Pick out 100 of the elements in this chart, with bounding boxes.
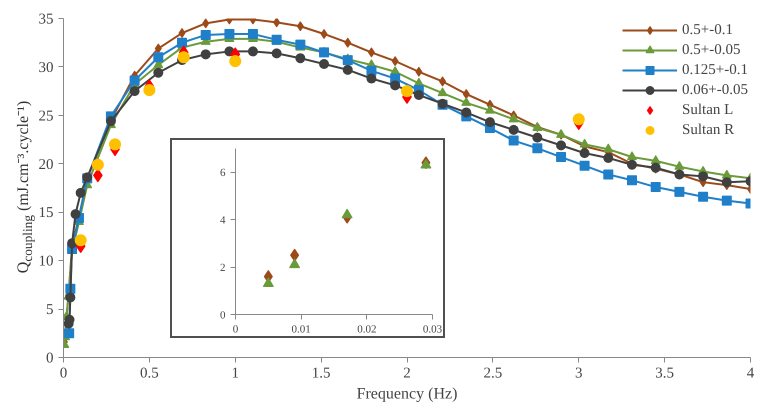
point xyxy=(674,186,684,197)
point xyxy=(572,113,585,126)
y-tick-label: 15 xyxy=(38,205,54,222)
x-tick-label: 2.5 xyxy=(484,366,502,382)
x-tick-label: 4 xyxy=(746,366,755,382)
point xyxy=(109,138,122,150)
point xyxy=(130,86,140,96)
point xyxy=(130,75,140,86)
point xyxy=(420,158,432,168)
point xyxy=(153,68,164,78)
point xyxy=(508,114,519,122)
point xyxy=(438,87,448,96)
point xyxy=(722,170,732,179)
x-tick-label: 3 xyxy=(575,366,582,382)
point xyxy=(74,234,87,246)
point xyxy=(439,76,446,86)
point xyxy=(319,59,330,70)
point xyxy=(224,28,234,39)
legend-label: 0.06+-0.05 xyxy=(682,81,748,99)
point xyxy=(603,144,614,152)
y-tick-label: 6 xyxy=(220,167,226,180)
point xyxy=(290,248,300,262)
y-tick-label: 25 xyxy=(38,108,54,124)
point xyxy=(177,38,188,48)
y-tick-label: 35 xyxy=(38,12,54,28)
y-tick-label: 0 xyxy=(46,350,54,366)
y-tick-label: 20 xyxy=(38,156,54,173)
point xyxy=(92,158,104,171)
point xyxy=(143,84,156,96)
legend-label: Sultan R xyxy=(682,121,734,139)
point xyxy=(200,30,211,40)
y-tick-label: 10 xyxy=(38,254,54,270)
legend-label: Sultan L xyxy=(682,101,734,119)
point xyxy=(289,258,300,268)
point xyxy=(64,328,74,338)
x-tick-label: 2 xyxy=(403,366,411,382)
point xyxy=(580,148,590,158)
x-tick-label: 0 xyxy=(60,366,68,382)
point xyxy=(296,21,304,32)
x-tick-label: 0.02 xyxy=(357,324,376,336)
point xyxy=(248,46,258,56)
point xyxy=(532,143,542,154)
point xyxy=(603,152,614,163)
x-tick-label: 0 xyxy=(232,324,239,336)
point xyxy=(462,89,470,100)
legend-label: 0.125+-0.1 xyxy=(682,61,748,79)
y-tick-label: 5 xyxy=(46,302,54,318)
point xyxy=(202,18,210,28)
point xyxy=(178,28,186,38)
point xyxy=(65,292,76,302)
point xyxy=(508,124,519,135)
point xyxy=(392,56,399,66)
point xyxy=(70,209,81,220)
point xyxy=(532,132,542,143)
point xyxy=(461,107,472,118)
point xyxy=(295,53,306,64)
y-tick-label: 0 xyxy=(220,310,226,322)
point xyxy=(200,49,211,60)
point xyxy=(415,66,422,77)
point xyxy=(722,196,732,206)
point xyxy=(272,48,282,58)
point xyxy=(153,52,164,62)
x-tick-label: 1.5 xyxy=(312,366,330,382)
point xyxy=(342,55,353,66)
x-tick-label: 0.01 xyxy=(292,324,311,336)
point xyxy=(229,55,242,68)
x-tick-label: 3.5 xyxy=(655,366,674,382)
x-axis-title: Frequency (Hz) xyxy=(356,386,458,402)
point xyxy=(484,104,495,114)
point xyxy=(626,175,637,186)
point xyxy=(342,208,353,218)
point xyxy=(722,177,732,188)
x-tick-label: 0.5 xyxy=(140,366,159,382)
point xyxy=(650,182,661,192)
point xyxy=(273,18,280,28)
legend-label: 0.5+-0.05 xyxy=(682,41,740,59)
point xyxy=(262,277,274,288)
point xyxy=(698,192,708,202)
point xyxy=(248,28,258,39)
point xyxy=(508,136,519,146)
x-tick-label: 0.03 xyxy=(422,324,443,336)
point xyxy=(603,169,614,180)
point xyxy=(344,38,352,48)
point xyxy=(178,51,190,64)
legend-label: 0.5+-0.1 xyxy=(682,21,733,39)
point xyxy=(390,80,400,90)
point xyxy=(368,47,375,58)
point xyxy=(674,160,684,170)
point xyxy=(484,117,495,128)
point xyxy=(76,188,86,198)
point xyxy=(154,44,162,54)
y-tick-label: 2 xyxy=(220,262,226,274)
point xyxy=(461,97,472,106)
point xyxy=(626,151,637,160)
point xyxy=(366,74,376,84)
point xyxy=(320,28,328,39)
x-tick-label: 1 xyxy=(232,366,239,382)
point xyxy=(401,85,413,98)
point xyxy=(342,64,353,75)
y-tick-label: 30 xyxy=(38,60,54,76)
